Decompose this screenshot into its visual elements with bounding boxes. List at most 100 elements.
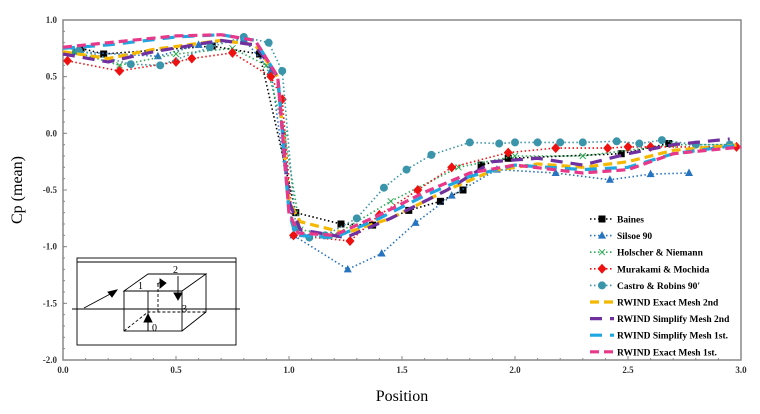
data-point xyxy=(455,163,462,171)
data-point xyxy=(511,152,519,160)
data-point xyxy=(172,50,180,58)
y-tick-label: -1.0 xyxy=(43,242,58,252)
data-point xyxy=(278,67,287,75)
legend-marker xyxy=(598,248,606,256)
inset-label-1: 1 xyxy=(138,281,143,292)
data-point xyxy=(477,161,485,169)
series-holscher-niemann xyxy=(70,44,734,239)
series-line xyxy=(74,38,690,271)
data-point xyxy=(264,38,273,47)
data-point xyxy=(387,197,395,205)
data-point xyxy=(635,139,644,148)
x-tick-label: 3.0 xyxy=(735,365,747,375)
data-point xyxy=(533,138,542,147)
series-rwind-exact-mesh-1st- xyxy=(62,33,742,237)
data-point xyxy=(205,43,214,52)
data-point xyxy=(646,169,655,178)
legend-label: Murakami & Mochida xyxy=(617,265,710,275)
data-point xyxy=(447,191,456,199)
y-tick-label: -0.5 xyxy=(43,185,58,195)
data-point xyxy=(495,139,504,148)
series-line xyxy=(62,33,742,240)
x-axis-label: Position xyxy=(376,388,428,405)
legend-label: RWIND Exact Mesh 2nd xyxy=(617,299,719,309)
data-point xyxy=(465,138,474,147)
x-tick-label: 2.5 xyxy=(622,365,634,375)
x-tick-label: 0.5 xyxy=(170,365,182,375)
data-point xyxy=(115,66,124,76)
data-point xyxy=(503,147,513,158)
data-point xyxy=(612,137,621,146)
legend-label: RWIND Exact Mesh 1st. xyxy=(617,348,717,358)
series-baines xyxy=(77,42,673,229)
x-tick-label: 1.5 xyxy=(396,365,408,375)
inset-label-0: 0 xyxy=(152,323,157,334)
x-tick-label: 2.0 xyxy=(509,365,521,375)
x-tick-label: 0.0 xyxy=(57,365,69,375)
legend-marker xyxy=(598,281,606,290)
legend-label: Holscher & Niemann xyxy=(617,249,704,259)
series-rwind-simplify-mesh-1st- xyxy=(62,33,742,240)
legend-label: Castro & Robins 90' xyxy=(617,282,700,292)
data-point xyxy=(337,220,345,228)
data-point xyxy=(187,53,197,64)
data-point xyxy=(379,183,388,192)
inset-label-2: 2 xyxy=(173,265,178,276)
data-point xyxy=(556,138,565,147)
data-point xyxy=(436,197,444,205)
legend: Baines Silsoe 90 Holscher & Niemann Murakam… xyxy=(590,215,730,358)
data-point xyxy=(617,150,625,158)
data-point xyxy=(343,264,352,273)
data-point xyxy=(427,150,436,159)
legend-marker xyxy=(598,215,606,223)
data-point xyxy=(504,154,512,162)
series-line xyxy=(62,38,730,240)
data-point xyxy=(126,60,135,69)
y-tick-label: -1.5 xyxy=(43,298,58,308)
data-point xyxy=(605,175,614,183)
series-castro-robins-90- xyxy=(74,33,734,242)
y-tick-label: 1.0 xyxy=(46,15,58,25)
legend-label: RWIND Simplify Mesh 2nd xyxy=(617,315,730,325)
data-point xyxy=(156,61,165,70)
data-point xyxy=(411,218,420,226)
legend-marker xyxy=(597,263,607,274)
data-point xyxy=(289,230,299,241)
legend-label: Silsoe 90 xyxy=(617,232,652,242)
legend-marker xyxy=(598,231,606,239)
data-point xyxy=(551,168,560,176)
inset-label-3: 3 xyxy=(182,304,187,315)
data-point xyxy=(665,140,673,148)
data-point xyxy=(623,141,633,152)
y-axis-label: Cp (mean) xyxy=(9,156,26,224)
data-point xyxy=(603,143,613,154)
data-point xyxy=(578,138,587,147)
data-point xyxy=(413,185,423,195)
legend-label: Baines xyxy=(617,216,644,226)
data-point xyxy=(74,46,83,55)
y-tick-label: 0.5 xyxy=(46,72,58,82)
data-point xyxy=(579,152,587,160)
data-point xyxy=(116,61,123,69)
x-tick-label: 1.0 xyxy=(283,365,295,375)
data-point xyxy=(377,248,386,257)
series-rwind-simplify-mesh-2nd xyxy=(62,38,730,240)
data-point xyxy=(171,56,181,67)
data-point xyxy=(657,136,666,145)
data-point xyxy=(63,55,73,66)
data-point xyxy=(352,214,361,223)
y-tick-label: 0.0 xyxy=(46,128,58,138)
series-line xyxy=(62,33,742,237)
data-point xyxy=(511,138,519,147)
data-point xyxy=(685,168,694,176)
data-point xyxy=(447,162,457,173)
data-point xyxy=(402,165,411,174)
data-point xyxy=(345,236,355,246)
data-point xyxy=(228,47,237,58)
data-point xyxy=(194,40,203,48)
inset-building-diagram xyxy=(72,257,240,346)
legend-label: RWIND Simplify Mesh 1st. xyxy=(617,332,728,342)
y-tick-label: -2.0 xyxy=(43,355,58,365)
data-point xyxy=(266,71,276,82)
